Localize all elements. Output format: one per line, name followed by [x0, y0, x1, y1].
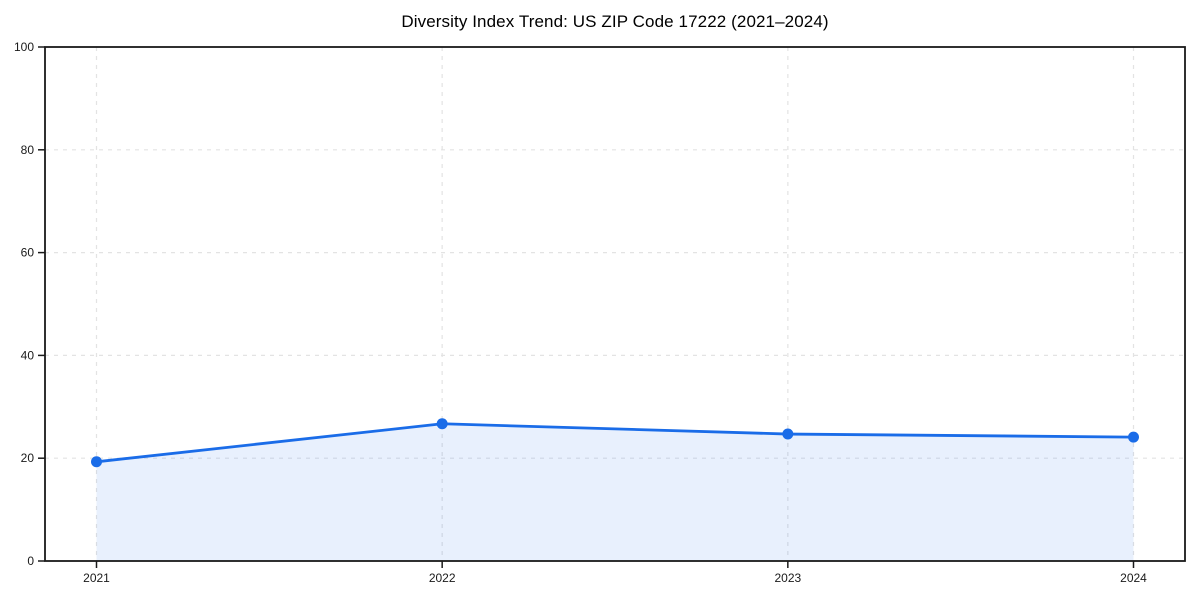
y-tick-label: 100 [14, 40, 34, 54]
chart-title: Diversity Index Trend: US ZIP Code 17222… [401, 12, 829, 31]
data-point-marker [782, 428, 794, 440]
x-tick-label: 2024 [1120, 571, 1147, 585]
data-point-marker [1128, 431, 1139, 443]
x-tick-label: 2022 [429, 571, 456, 585]
plot-border [44, 46, 1186, 562]
y-tick-label: 80 [21, 143, 35, 157]
y-tick-label: 40 [21, 348, 35, 362]
data-point-marker [91, 456, 102, 468]
y-tick-label: 20 [21, 451, 35, 465]
x-tick-label: 2021 [83, 571, 110, 585]
y-tick-label: 60 [21, 246, 35, 260]
trend-line [95, 422, 1135, 464]
data-point-marker [436, 418, 448, 430]
x-tick-label: 2023 [774, 571, 801, 585]
area-fill [96, 423, 1134, 561]
y-tick-label: 0 [27, 554, 34, 568]
